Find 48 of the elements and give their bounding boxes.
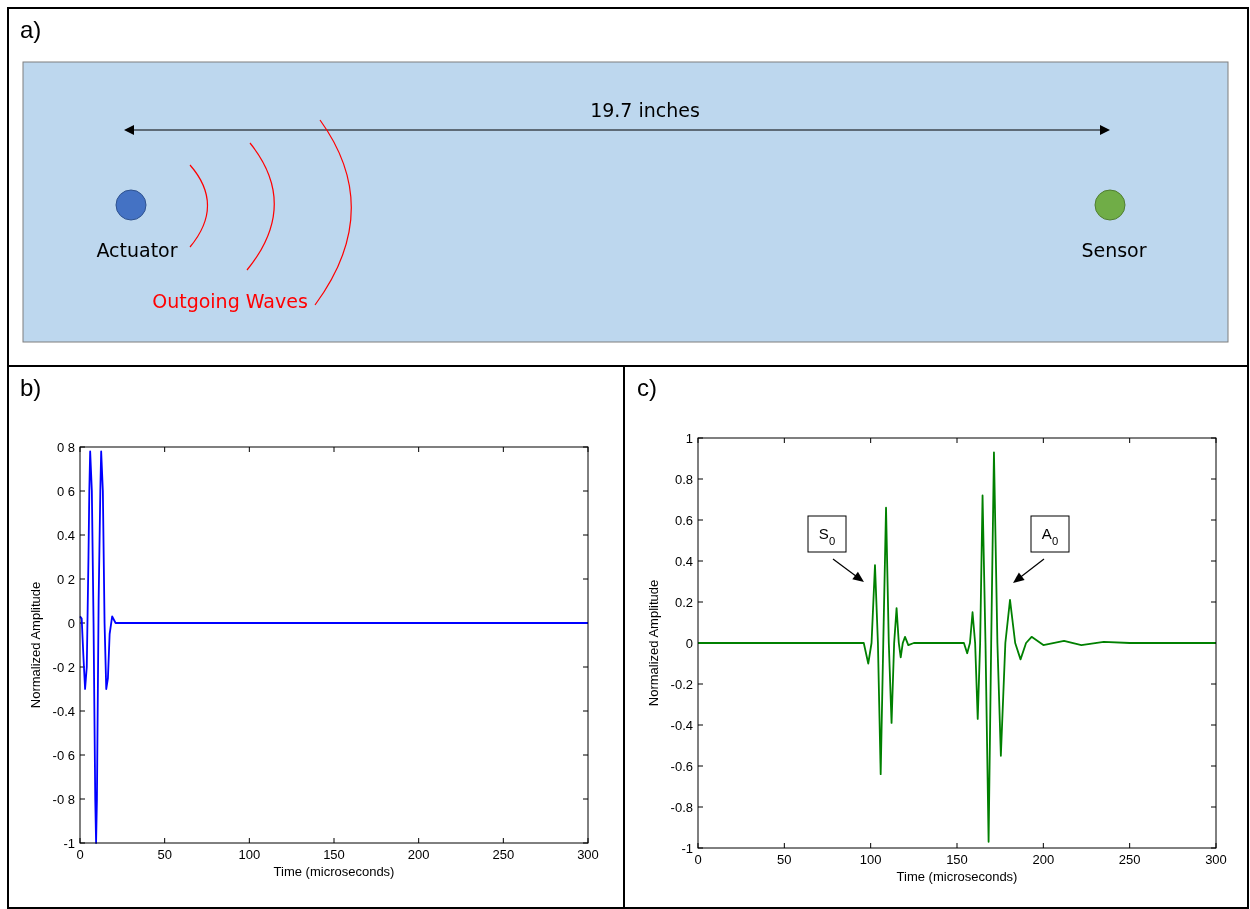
x-tick-label: 150 xyxy=(323,847,345,862)
x-axis-title: Time (microseconds) xyxy=(896,869,1018,884)
y-tick-label: -1 xyxy=(681,840,693,856)
y-tick-label: -0 8 xyxy=(52,791,75,807)
y-tick-label: -0.2 xyxy=(670,676,693,692)
line-series xyxy=(697,451,1217,843)
x-tick-label: 250 xyxy=(1118,852,1141,867)
y-tick-label: -0.6 xyxy=(670,758,693,774)
line-series xyxy=(79,450,589,844)
text: Actuator xyxy=(96,239,178,261)
text: a) xyxy=(20,16,42,43)
text: Sensor xyxy=(1081,239,1147,261)
x-tick-label: 100 xyxy=(859,852,882,867)
x-tick-label: 300 xyxy=(1205,852,1227,867)
chart-title: c) xyxy=(637,374,657,401)
chart-title: b) xyxy=(20,374,42,401)
y-tick-label: 0.4 xyxy=(674,553,693,569)
y-tick-label: 0 2 xyxy=(56,571,75,587)
x-tick-label: 200 xyxy=(407,847,430,862)
y-tick-label: 0.2 xyxy=(674,594,693,610)
y-tick-label: -0 2 xyxy=(52,659,75,675)
text: Outgoing Waves xyxy=(152,290,308,312)
y-tick-label: 0 xyxy=(67,615,75,631)
y-tick-label: -0.8 xyxy=(670,799,693,815)
y-tick-label: 1 xyxy=(685,430,693,446)
y-axis-title: Normalized Amplitude xyxy=(28,581,43,709)
y-tick-label: -0.4 xyxy=(52,703,75,719)
x-tick-label: 100 xyxy=(238,847,261,862)
x-tick-label: 150 xyxy=(946,852,968,867)
x-tick-label: 250 xyxy=(492,847,515,862)
x-axis-title: Time (microseconds) xyxy=(273,864,395,879)
y-axis-title: Normalized Amplitude xyxy=(646,579,661,707)
y-tick-label: -0.4 xyxy=(670,717,693,733)
x-tick-label: 50 xyxy=(777,852,792,867)
text: 19.7 inches xyxy=(590,99,700,121)
annotation: A$_{0}$ xyxy=(1041,525,1059,547)
y-tick-label: 0 6 xyxy=(56,483,75,499)
x-tick-label: 200 xyxy=(1032,852,1055,867)
y-tick-label: -0 6 xyxy=(52,747,75,763)
y-tick-label: 0 8 xyxy=(56,439,75,455)
y-tick-label: 0.4 xyxy=(56,527,75,543)
x-tick-label: 50 xyxy=(157,847,172,862)
x-tick-label: 300 xyxy=(577,847,599,862)
y-tick-label: -1 xyxy=(63,835,75,851)
y-tick-label: 0.8 xyxy=(674,471,693,487)
annotation: S$_{0}$ xyxy=(818,525,836,547)
y-tick-label: 0.6 xyxy=(674,512,693,528)
y-tick-label: 0 xyxy=(685,635,693,651)
